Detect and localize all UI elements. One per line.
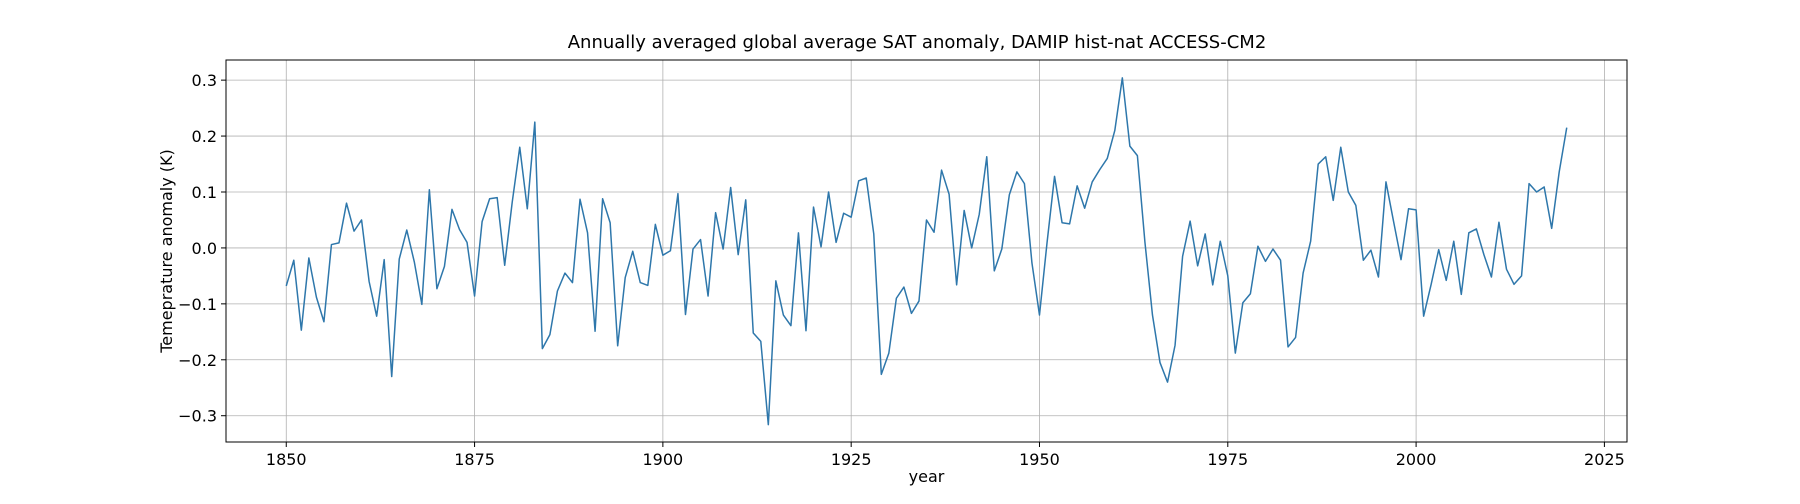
y-tick-label: 0.3 <box>192 71 217 90</box>
y-tick-label: 0.1 <box>192 183 217 202</box>
x-tick-label: 1975 <box>1207 450 1248 469</box>
y-tick-label: −0.2 <box>178 351 217 370</box>
y-tick-label: 0.0 <box>192 239 217 258</box>
y-tick-label: 0.2 <box>192 127 217 146</box>
y-tick-label: −0.1 <box>178 295 217 314</box>
x-tick-label: 1875 <box>454 450 495 469</box>
x-tick-label: 2025 <box>1584 450 1625 469</box>
chart-title: Annually averaged global average SAT ano… <box>568 32 1267 53</box>
x-tick-label: 1900 <box>643 450 684 469</box>
x-tick-label: 1850 <box>266 450 307 469</box>
x-tick-label: 1925 <box>831 450 872 469</box>
y-tick-label: −0.3 <box>178 407 217 426</box>
x-tick-label: 2000 <box>1396 450 1437 469</box>
series-line <box>285 77 1568 426</box>
x-tick-label: 1950 <box>1019 450 1060 469</box>
plot-frame <box>225 59 1628 443</box>
grid <box>226 60 1627 442</box>
x-axis-title: year <box>909 467 945 486</box>
axis-ticks: 1850 1875 1900 1925 1950 1975 2000 2025 −0.3 −0.2… <box>178 71 1625 469</box>
y-axis-title: Temeprature anomaly (K) <box>157 149 176 354</box>
